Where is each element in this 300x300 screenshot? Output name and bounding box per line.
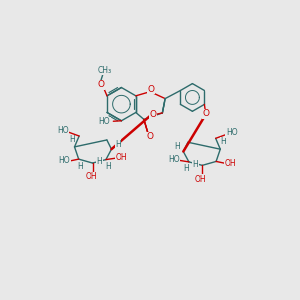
Text: OH: OH — [195, 175, 206, 184]
Text: HO: HO — [168, 155, 180, 164]
Text: H: H — [115, 140, 121, 148]
Text: H: H — [78, 162, 83, 171]
Text: O: O — [98, 80, 104, 89]
Text: H: H — [105, 162, 111, 171]
Text: H: H — [69, 135, 75, 144]
Text: OH: OH — [85, 172, 97, 182]
Text: OH: OH — [225, 159, 236, 168]
Text: O: O — [149, 110, 156, 119]
Text: H: H — [220, 137, 226, 146]
Text: H: H — [97, 158, 102, 166]
Text: CH₃: CH₃ — [97, 66, 111, 75]
Text: O: O — [147, 85, 154, 94]
Text: HO: HO — [57, 126, 69, 135]
Text: OH: OH — [116, 153, 127, 162]
Text: HO: HO — [98, 117, 110, 126]
Text: H: H — [174, 142, 180, 151]
Text: O: O — [146, 132, 153, 141]
Text: HO: HO — [58, 157, 70, 166]
Text: HO: HO — [226, 128, 237, 137]
Text: H: H — [193, 160, 198, 169]
Text: H: H — [183, 164, 189, 173]
Text: O: O — [202, 109, 209, 118]
